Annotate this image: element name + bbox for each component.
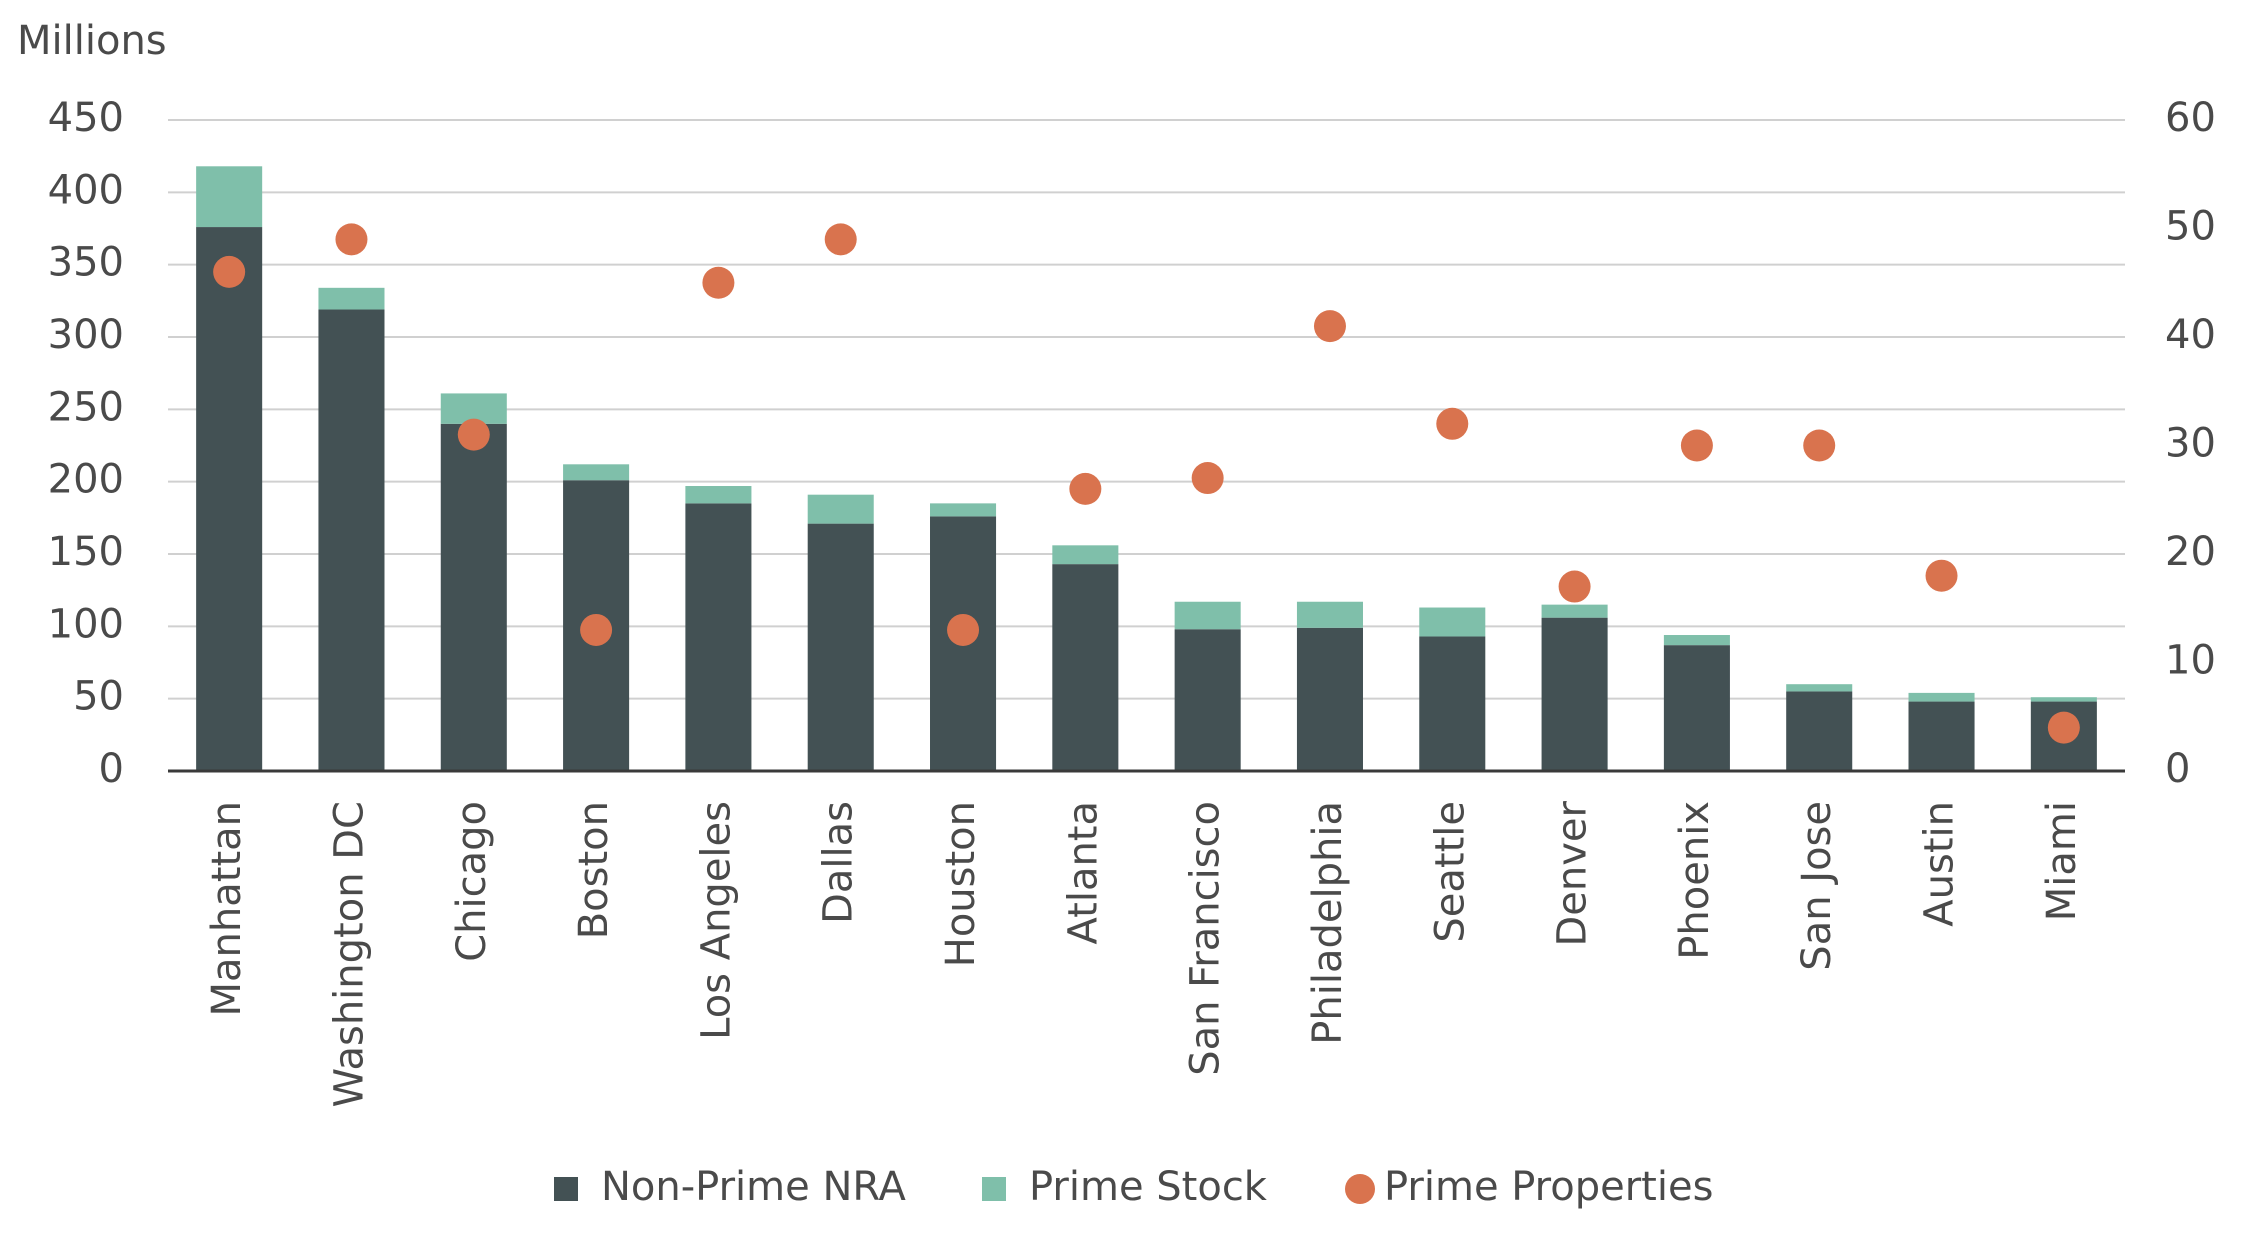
legend-marker xyxy=(982,1177,1006,1201)
y2-tick-label: 30 xyxy=(2165,421,2216,467)
bar-segment xyxy=(1419,607,1486,637)
bar-segment xyxy=(930,503,997,517)
legend-label: Prime Properties xyxy=(1384,1164,1713,1210)
dot xyxy=(2047,711,2080,744)
dot xyxy=(1558,570,1591,603)
bar-segment xyxy=(807,523,874,771)
dot xyxy=(335,223,368,256)
y-tick-label: 50 xyxy=(73,674,124,720)
y-tick-label: 100 xyxy=(48,601,124,647)
bar-segment xyxy=(1052,545,1119,565)
bar-segment xyxy=(563,464,630,481)
bar-segment xyxy=(1174,629,1241,771)
x-tick-label: Atlanta xyxy=(1060,801,1106,945)
dot xyxy=(824,223,857,256)
dot xyxy=(702,266,735,299)
x-tick-label: Washington DC xyxy=(326,801,372,1108)
dot xyxy=(457,418,490,451)
y2-tick-label: 50 xyxy=(2165,204,2216,250)
dot xyxy=(1925,559,1958,592)
bar-segment xyxy=(685,503,752,771)
bar-segment xyxy=(1908,701,1975,771)
y-tick-label: 300 xyxy=(48,312,124,358)
x-tick-label: Austin xyxy=(1917,801,1963,927)
y2-tick-label: 40 xyxy=(2165,312,2216,358)
dot xyxy=(1436,407,1469,440)
y-tick-label: 150 xyxy=(48,529,124,575)
bar-segment xyxy=(685,486,752,504)
x-tick-label: Dallas xyxy=(816,801,862,924)
dot xyxy=(1313,310,1346,343)
y-tick-label: 450 xyxy=(48,95,124,141)
x-tick-label: Denver xyxy=(1550,800,1596,946)
legend-marker xyxy=(554,1177,578,1201)
bar-segment xyxy=(196,227,263,771)
dot xyxy=(1191,462,1224,495)
bar-segment xyxy=(1541,604,1608,618)
y2-tick-label: 60 xyxy=(2165,95,2216,141)
bar-segment xyxy=(440,423,507,771)
dot xyxy=(1069,472,1102,505)
bar-segment xyxy=(318,287,385,310)
x-tick-label: Houston xyxy=(938,801,984,967)
bar-segment xyxy=(1052,564,1119,771)
bar-segment xyxy=(1296,627,1363,771)
x-tick-label: San Francisco xyxy=(1183,801,1229,1076)
legend-label: Non-Prime NRA xyxy=(601,1164,907,1210)
bar-segment xyxy=(1663,635,1730,646)
y-tick-label: 350 xyxy=(48,240,124,286)
y-tick-label: 200 xyxy=(48,457,124,503)
x-tick-label: Chicago xyxy=(449,801,495,962)
bar-segment xyxy=(1663,645,1730,771)
bar-segment xyxy=(1786,684,1853,692)
bar-segment xyxy=(1296,601,1363,628)
x-tick-label: Manhattan xyxy=(204,801,250,1016)
bar-segment xyxy=(2030,697,2097,702)
dot xyxy=(213,255,246,288)
bar-segment xyxy=(1786,691,1853,771)
y-axis-label: Millions xyxy=(17,18,167,64)
legend-marker xyxy=(1345,1174,1375,1204)
y2-tick-label: 20 xyxy=(2165,529,2216,575)
bar-segment xyxy=(318,309,385,771)
x-tick-label: Seattle xyxy=(1427,801,1473,943)
bar-segment xyxy=(1908,692,1975,702)
y-tick-label: 250 xyxy=(48,384,124,430)
bar-segment xyxy=(196,166,263,228)
bar-segment xyxy=(1174,601,1241,630)
y2-tick-label: 10 xyxy=(2165,638,2216,684)
x-tick-label: San Jose xyxy=(1794,801,1840,971)
x-tick-label: Boston xyxy=(571,801,617,939)
dot xyxy=(1680,429,1713,462)
dot xyxy=(1803,429,1836,462)
dot xyxy=(947,613,980,646)
x-tick-label: Phoenix xyxy=(1672,801,1718,960)
x-tick-label: Miami xyxy=(2039,801,2085,921)
dot xyxy=(580,613,613,646)
x-tick-label: Los Angeles xyxy=(693,801,739,1040)
bar-segment xyxy=(1541,617,1608,771)
bar-segment xyxy=(807,494,874,524)
bar-segment xyxy=(1419,636,1486,771)
y2-tick-label: 0 xyxy=(2165,746,2190,792)
y-tick-label: 0 xyxy=(99,746,124,792)
y-tick-label: 400 xyxy=(48,167,124,213)
x-tick-label: Philadelphia xyxy=(1305,801,1351,1045)
legend-label: Prime Stock xyxy=(1029,1164,1268,1210)
